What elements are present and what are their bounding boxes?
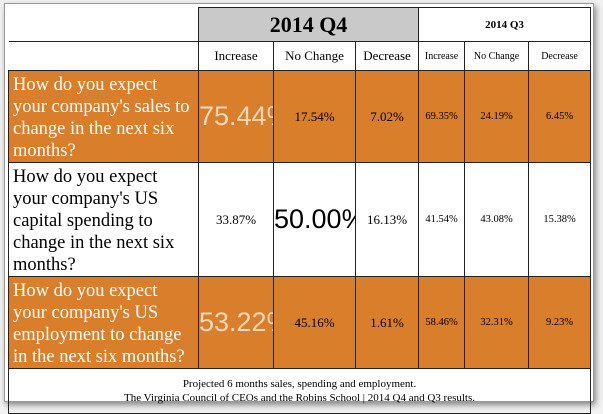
cell-sales-q3-increase: 69.35%: [418, 70, 466, 163]
cell-capital-q3-increase: 41.54%: [418, 162, 466, 277]
period-header-q4: 2014 Q4: [197, 7, 420, 42]
col-header-q4-increase: Increase: [198, 41, 274, 71]
cell-capital-q4-no-change: 50.00%: [273, 162, 356, 277]
cell-sales-q4-decrease: 7.02%: [354, 70, 420, 163]
survey-results-card: 2014 Q4 2014 Q3 Increase No Change Decre…: [4, 3, 594, 414]
cell-employment-q4-increase: 53.22%: [198, 276, 274, 369]
cell-sales-q3-no-change: 24.19%: [464, 70, 530, 163]
cell-capital-q4-increase: 33.87%: [198, 162, 274, 277]
question-capital-spending: How do you expect your company's US capi…: [8, 162, 199, 277]
cell-sales-q4-increase: 75.44%: [198, 70, 274, 163]
col-header-q3-increase: Increase: [418, 41, 466, 71]
col-header-q4-no-change: No Change: [273, 41, 356, 71]
table-row-capital-spending: How do you expect your company's US capi…: [8, 162, 592, 277]
caption-line-1: Projected 6 months sales, spending and e…: [182, 378, 417, 390]
cell-employment-q4-decrease: 1.61%: [354, 276, 420, 369]
cell-employment-q4-no-change: 45.16%: [273, 276, 356, 369]
cell-employment-q3-increase: 58.46%: [418, 276, 466, 369]
question-sales: How do you expect your company's sales t…: [8, 70, 199, 163]
caption-line-2: The Virginia Council of CEOs and the Rob…: [124, 392, 475, 404]
cell-employment-q3-no-change: 32.31%: [464, 276, 530, 369]
cell-employment-q3-decrease: 9.23%: [528, 276, 592, 369]
question-employment: How do you expect your company's US empl…: [8, 276, 199, 369]
table-row-sales: How do you expect your company's sales t…: [8, 70, 592, 163]
survey-results-table: 2014 Q4 2014 Q3 Increase No Change Decre…: [7, 7, 592, 414]
col-header-q3-decrease: Decrease: [528, 41, 592, 71]
table-row-employment: How do you expect your company's US empl…: [8, 276, 592, 369]
col-header-q3-no-change: No Change: [464, 41, 530, 71]
cell-capital-q4-decrease: 16.13%: [354, 162, 420, 277]
corner-cell: [8, 7, 199, 42]
cell-capital-q3-decrease: 15.38%: [528, 162, 592, 277]
col-header-q4-decrease: Decrease: [354, 41, 420, 71]
cell-capital-q3-no-change: 43.08%: [464, 162, 530, 277]
table-caption: Projected 6 months sales, spending and e…: [7, 368, 592, 414]
cell-sales-q4-no-change: 17.54%: [273, 70, 356, 163]
corner-cell-2: [8, 41, 199, 71]
period-header-q3: 2014 Q3: [418, 7, 592, 42]
cell-sales-q3-decrease: 6.45%: [528, 70, 592, 163]
